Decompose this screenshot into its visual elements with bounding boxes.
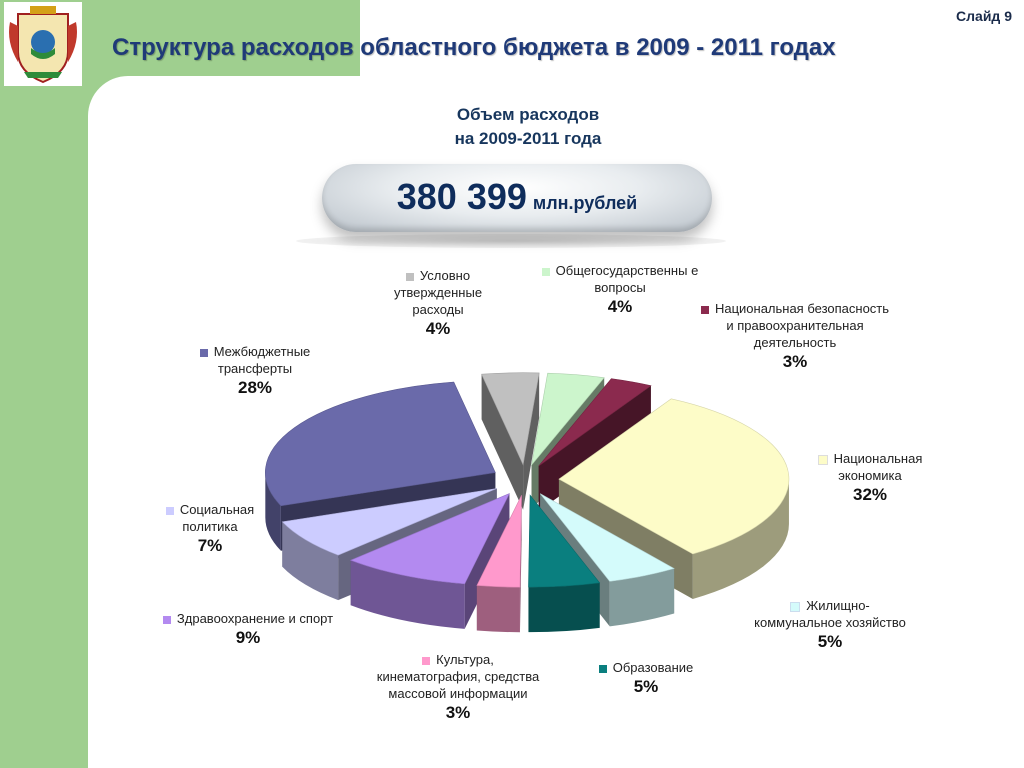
- label-text: Культура, кинематография, средства массо…: [376, 652, 540, 701]
- summary-heading: Объем расходов на 2009-2011 года: [400, 103, 656, 151]
- legend-swatch-national-security: [700, 305, 709, 314]
- label-text: Национальная безопасность и правоохранит…: [714, 301, 890, 350]
- label-pct: 5%: [633, 677, 659, 696]
- label-conditional-expenses: Условно утвержденные расходы 4%: [368, 267, 508, 337]
- legend-swatch-housing: [790, 601, 801, 612]
- label-education: Образование 5%: [576, 659, 716, 695]
- label-social-policy: Социальная политика 7%: [140, 501, 280, 554]
- total-expense-unit: млн.рублей: [532, 193, 638, 213]
- label-pct: 3%: [782, 352, 808, 371]
- label-national-economy: Национальная экономика 32%: [800, 450, 940, 503]
- label-pct: 9%: [235, 628, 261, 647]
- label-pct: 32%: [852, 485, 888, 504]
- legend-swatch-social-policy: [165, 506, 174, 515]
- label-text: Межбюджетные трансферты: [213, 344, 311, 376]
- label-pct: 3%: [445, 703, 471, 722]
- coat-of-arms-logo: [4, 2, 82, 86]
- label-healthcare-sport: Здравоохранение и спорт 9%: [155, 610, 341, 646]
- label-text: Жилищно-коммунальное хозяйство: [754, 598, 906, 630]
- legend-swatch-education: [598, 664, 607, 673]
- label-pct: 7%: [197, 536, 223, 555]
- label-text: Образование: [612, 660, 694, 675]
- label-text: Условно утвержденные расходы: [393, 268, 483, 317]
- summary-heading-line2: на 2009-2011 года: [454, 129, 602, 148]
- slide-number: Слайд 9: [956, 8, 1012, 24]
- label-text: Национальная экономика: [833, 451, 923, 483]
- label-text: Общегосударственны е вопросы: [555, 263, 699, 295]
- label-pct: 28%: [237, 378, 273, 397]
- label-interbudget-transfers: Межбюджетные трансферты 28%: [175, 343, 335, 396]
- label-pct: 5%: [817, 632, 843, 651]
- legend-swatch-national-economy: [817, 454, 828, 465]
- summary-pill: 380 399 млн.рублей: [322, 164, 712, 232]
- legend-swatch-conditional: [405, 272, 414, 281]
- legend-swatch-culture: [422, 656, 431, 665]
- total-expense-value: 380 399: [396, 176, 527, 217]
- header-area: [360, 0, 1024, 80]
- slide-title: Структура расходов областного бюджета в …: [112, 34, 836, 61]
- summary-pill-shadow: [296, 234, 726, 248]
- label-culture-media: Культура, кинематография, средства массо…: [370, 651, 546, 721]
- label-housing-utilities: Жилищно-коммунальное хозяйство 5%: [750, 597, 910, 650]
- label-text: Социальная политика: [179, 502, 255, 534]
- label-pct: 4%: [425, 319, 451, 338]
- label-pct: 4%: [607, 297, 633, 316]
- summary-heading-line1: Объем расходов: [456, 105, 600, 124]
- legend-swatch-interbudget: [199, 348, 208, 357]
- label-general-state: Общегосударственны е вопросы 4%: [528, 262, 712, 315]
- label-text: Здравоохранение и спорт: [176, 611, 334, 626]
- legend-swatch-healthcare: [162, 615, 171, 624]
- label-national-security: Национальная безопасность и правоохранит…: [700, 300, 890, 370]
- legend-swatch-general-state: [541, 267, 550, 276]
